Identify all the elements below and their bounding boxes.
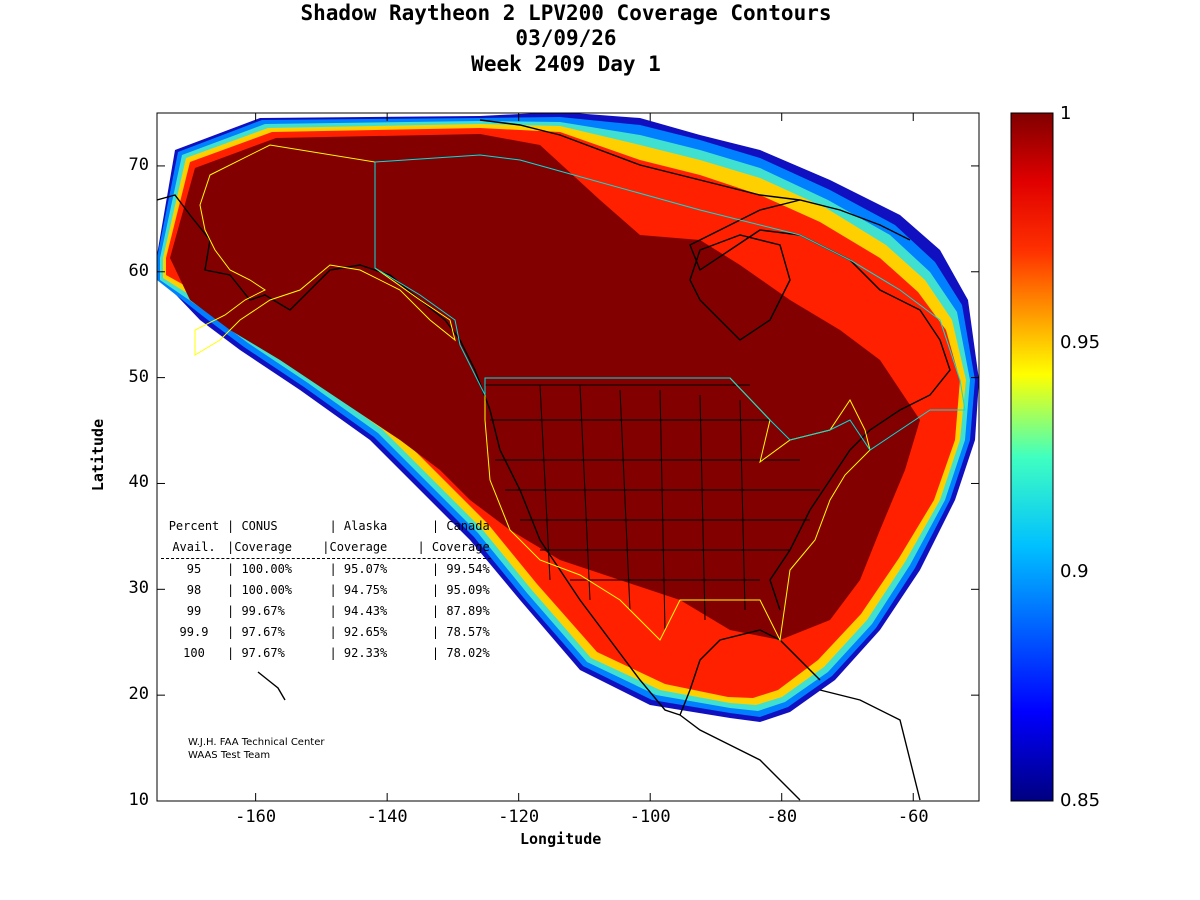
y-tick-label: 30: [128, 578, 149, 599]
pacific-coast: [459, 339, 681, 716]
chart-title-line-1: Shadow Raytheon 2 LPV200 Coverage Contou…: [300, 1, 832, 25]
y-tick-label: 60: [128, 260, 149, 281]
y-tick-label: 40: [128, 472, 149, 493]
colorbar: [1010, 112, 1054, 802]
coverage-contours: [157, 113, 979, 722]
gulf-coast: [679, 629, 821, 716]
y-tick-label: 50: [128, 366, 149, 387]
hudson-bay: [689, 234, 791, 341]
arctic-islands: [479, 119, 911, 241]
caribbean: [819, 689, 921, 801]
stats-header-2: Avail. |Coverage |Coverage | Coverage: [161, 537, 491, 559]
alaska-coast: [157, 194, 461, 341]
atlantic-coast: [689, 199, 951, 611]
x-tick-label: -60: [897, 807, 929, 827]
plot-frame: [156, 112, 980, 802]
stats-row: 99 | 99.67% | 94.43% | 87.89%: [186, 604, 490, 618]
coastlines: [157, 119, 951, 801]
stats-row: 99.9 | 97.67% | 92.65% | 78.57%: [179, 625, 490, 639]
y-tick-label: 10: [128, 790, 149, 810]
alaska-boundary: [194, 144, 456, 356]
colorbar-tick-0.9: 0.9: [1060, 561, 1089, 582]
x-tick-label: -140: [366, 807, 408, 827]
credit-line-2: WAAS Test Team: [188, 750, 271, 761]
x-tick-label: -80: [766, 807, 798, 827]
x-axis-label: Longitude: [520, 830, 602, 848]
y-tick-label: 70: [128, 154, 149, 175]
region-boundaries: [194, 144, 966, 642]
x-tick-label: -120: [498, 807, 540, 827]
colorbar-tick-0.85: 0.85: [1060, 790, 1101, 811]
central-america: [679, 714, 801, 801]
hawaii: [257, 671, 286, 701]
x-tick-label: -160: [235, 807, 277, 827]
stats-row: 100 | 97.67% | 92.33% | 78.02%: [183, 646, 490, 660]
stats-header-1: Percent | CONUS | Alaska | Canada: [168, 519, 490, 533]
chart-title-line-3: Week 2409 Day 1: [471, 52, 661, 76]
chart-title-line-2: 03/09/26: [515, 26, 617, 50]
y-axis-label: Latitude: [89, 418, 108, 492]
axis-tick-marks: [157, 113, 979, 802]
state-borders: [485, 384, 820, 631]
canada-boundary: [374, 154, 966, 451]
coverage-stats-table: Percent | CONUS | Alaska | Canada Avail. |Co…: [161, 516, 536, 664]
credit-line-1: W.J.H. FAA Technical Center: [188, 737, 325, 748]
y-tick-label: 20: [128, 684, 149, 705]
stats-row: 98 | 100.00% | 94.75% | 95.09%: [186, 583, 490, 597]
contour-1.0: [170, 134, 920, 640]
x-tick-label: -100: [629, 807, 671, 827]
colorbar-tick-0.95: 0.95: [1060, 332, 1101, 353]
colorbar-tick-1: 1: [1060, 103, 1072, 124]
stats-row: 95 | 100.00% | 95.07% | 99.54%: [186, 562, 490, 576]
